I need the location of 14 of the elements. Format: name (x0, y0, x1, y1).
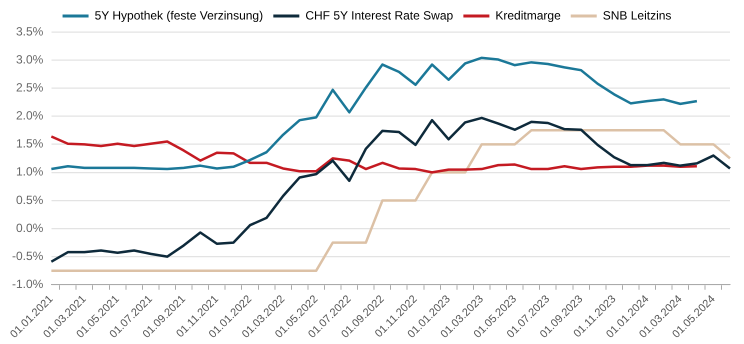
legend-label: SNB Leitzins (602, 8, 672, 22)
y-tick-label: 2.5% (16, 80, 44, 94)
y-tick-label: 3.0% (16, 52, 44, 66)
legend-label: Kreditmarge (495, 8, 562, 22)
legend-label: CHF 5Y Interest Rate Swap (305, 8, 454, 22)
y-tick-label: -0.5% (12, 248, 44, 263)
y-tick-label: 3.5% (16, 24, 44, 38)
y-tick-label: 2.0% (16, 108, 44, 123)
y-tick-label: 1.5% (16, 136, 44, 151)
legend-label: 5Y Hypothek (feste Verzinsung) (94, 8, 264, 22)
y-tick-label: 0.5% (16, 192, 44, 207)
y-tick-label: 1.0% (16, 164, 44, 179)
y-tick-label: 0.0% (16, 220, 44, 235)
y-tick-label: -1.0% (12, 277, 44, 292)
